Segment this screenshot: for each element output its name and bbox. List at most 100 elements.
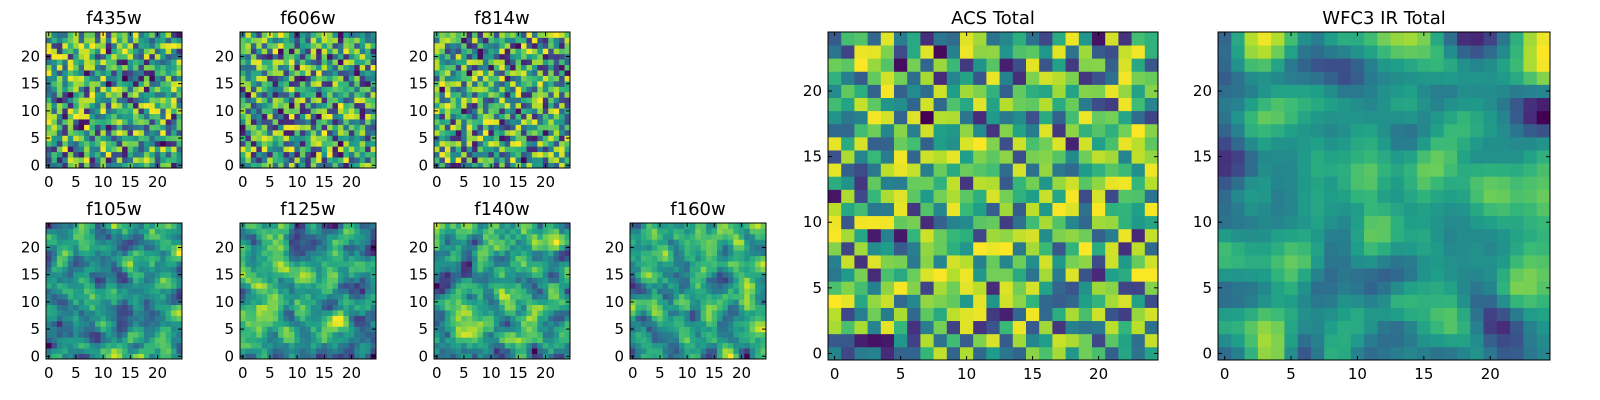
heatmap-cell (706, 337, 712, 344)
heatmap-cell (111, 233, 118, 240)
heatmap-cell (250, 140, 257, 147)
heatmap-cell (51, 320, 58, 327)
heatmap-cell (310, 315, 317, 322)
heatmap-cell (504, 304, 511, 311)
heatmap-cell (354, 102, 361, 109)
heatmap-cell (354, 266, 361, 273)
heatmap-cell (635, 228, 642, 235)
heatmap-cell (337, 146, 344, 153)
heatmap-cell (455, 75, 462, 82)
heatmap-cell (111, 326, 118, 333)
heatmap-cell (537, 91, 544, 98)
heatmap-cell (133, 53, 139, 60)
heatmap-cell (310, 157, 317, 163)
heatmap-cell (553, 86, 560, 93)
heatmap-cell (62, 239, 69, 246)
heatmap-cell (62, 97, 69, 104)
heatmap-cell (553, 135, 560, 142)
heatmap-cell (553, 239, 560, 246)
heatmap-cell (94, 146, 101, 153)
heatmap-cell (56, 140, 63, 147)
heatmap-cell (283, 37, 290, 44)
heatmap-cell (133, 255, 139, 262)
heatmap-cell (348, 42, 355, 49)
heatmap-cell (521, 348, 527, 354)
heatmap-cell (960, 346, 974, 361)
heatmap-cell (256, 42, 263, 49)
heatmap-cell (651, 282, 658, 289)
heatmap-cell (559, 140, 565, 147)
heatmap-cell (1052, 202, 1066, 217)
heatmap-cell (46, 140, 52, 147)
heatmap-cell (294, 299, 301, 305)
heatmap-cell (662, 353, 669, 360)
heatmap-cell (278, 151, 284, 158)
heatmap-cell (722, 271, 729, 278)
heatmap-cell (51, 140, 58, 147)
heatmap-cell (828, 281, 842, 295)
heatmap-cell (482, 119, 489, 125)
heatmap-cell (51, 59, 58, 66)
heatmap-cell (365, 129, 371, 136)
heatmap-cell (755, 293, 761, 300)
heatmap-cell (867, 228, 882, 243)
heatmap-cell (154, 146, 161, 153)
heatmap-cell (559, 91, 565, 98)
heatmap-cell (1105, 202, 1119, 217)
heatmap-cell (176, 102, 183, 109)
heatmap-cell (477, 320, 484, 327)
heatmap-cell (1012, 215, 1027, 230)
heatmap-cell (165, 48, 172, 55)
heatmap-cell (56, 348, 63, 354)
heatmap-cell (559, 223, 565, 229)
heatmap-cell (245, 293, 252, 300)
heatmap-cell (646, 320, 653, 327)
heatmap-cell (700, 282, 707, 289)
heatmap-cell (521, 53, 527, 60)
heatmap-cell (288, 124, 295, 131)
heatmap-cell (321, 119, 328, 125)
heatmap-cell (343, 310, 350, 316)
heatmap-cell (1065, 176, 1080, 190)
heatmap-cell (46, 337, 52, 344)
heatmap-cell (267, 140, 274, 147)
heatmap-cell (1026, 307, 1040, 322)
heatmap-cell (354, 32, 361, 38)
heatmap-cell (668, 337, 674, 344)
heatmap-cell (755, 233, 761, 240)
y-tick-label: 20 (215, 47, 234, 65)
heatmap-cell (278, 32, 284, 38)
heatmap-cell (841, 176, 855, 190)
heatmap-cell (662, 261, 669, 267)
heatmap-cell (370, 320, 377, 327)
heatmap-cell (111, 261, 118, 267)
heatmap-cell (678, 233, 685, 240)
heatmap-cell (78, 288, 85, 295)
heatmap-cell (261, 124, 268, 131)
heatmap-cell (370, 233, 377, 240)
heatmap-cell (526, 277, 533, 284)
heatmap-cell (62, 310, 69, 316)
heatmap-cell (1092, 228, 1106, 243)
heatmap-cell (439, 37, 446, 44)
heatmap-cell (542, 299, 549, 305)
heatmap-cell (531, 310, 538, 316)
heatmap-cell (272, 250, 279, 257)
heatmap-cell (310, 97, 317, 104)
heatmap-cell (477, 266, 484, 273)
heatmap-cell (1144, 215, 1159, 230)
heatmap-cell (760, 261, 767, 267)
heatmap-cell (521, 119, 527, 125)
heatmap-cell (477, 146, 484, 153)
heatmap-cell (138, 80, 145, 87)
heatmap-cell (299, 37, 306, 44)
heatmap-cell (122, 239, 128, 246)
heatmap-cell (100, 42, 107, 49)
heatmap-cell (488, 64, 495, 71)
heatmap-cell (78, 282, 85, 289)
heatmap-cell (240, 102, 246, 109)
heatmap-cell (154, 91, 161, 98)
heatmap-cell (332, 233, 339, 240)
